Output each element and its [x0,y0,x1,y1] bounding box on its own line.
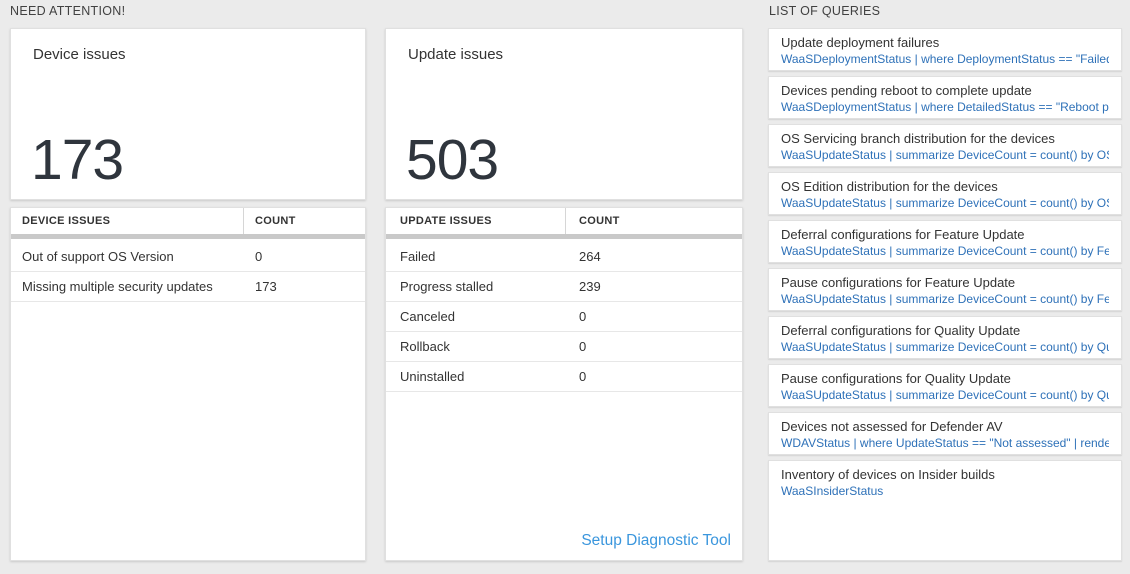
query-item[interactable]: Devices not assessed for Defender AV WDA… [768,412,1122,455]
query-item[interactable]: OS Edition distribution for the devices … [768,172,1122,215]
setup-diagnostic-tool-link[interactable]: Setup Diagnostic Tool [581,532,731,549]
query-text[interactable]: WaaSUpdateStatus | summarize DeviceCount… [781,148,1109,162]
table-row[interactable]: Rollback 0 [386,332,742,362]
row-count: 239 [579,279,601,294]
row-label: Progress stalled [400,279,494,294]
table-row[interactable]: Missing multiple security updates 173 [11,272,365,302]
update-issues-count-big: 503 [406,128,499,192]
query-title: OS Edition distribution for the devices [781,179,998,194]
query-item[interactable]: Deferral configurations for Feature Upda… [768,220,1122,263]
query-text[interactable]: WaaSDeploymentStatus | where DetailedSta… [781,100,1109,114]
table-row[interactable]: Failed 264 [386,242,742,272]
query-title: Inventory of devices on Insider builds [781,467,995,482]
device-count-col-header: COUNT [255,215,296,227]
device-issues-count-big: 173 [31,128,124,192]
query-text[interactable]: WaaSDeploymentStatus | where DeploymentS… [781,52,1109,66]
query-text[interactable]: WaaSUpdateStatus | summarize DeviceCount… [781,292,1109,306]
row-count: 0 [579,309,587,324]
header-divider-bar [11,234,365,239]
query-text[interactable]: WDAVStatus | where UpdateStatus == "Not … [781,436,1109,450]
query-list: Update deployment failures WaaSDeploymen… [768,28,1122,561]
query-item[interactable]: Inventory of devices on Insider builds W… [768,460,1122,561]
query-text[interactable]: WaaSUpdateStatus | summarize DeviceCount… [781,388,1109,402]
query-text[interactable]: WaaSUpdateStatus | summarize DeviceCount… [781,196,1109,210]
row-label: Failed [400,249,436,264]
query-title: Devices not assessed for Defender AV [781,419,1003,434]
row-label: Uninstalled [400,369,465,384]
query-item[interactable]: Pause configurations for Quality Update … [768,364,1122,407]
query-title: Update deployment failures [781,35,940,50]
update-issues-col-header: UPDATE ISSUES [386,208,566,234]
table-row[interactable]: Canceled 0 [386,302,742,332]
update-count-col-header: COUNT [579,215,620,227]
row-count: 264 [579,249,601,264]
row-count: 173 [255,279,277,294]
table-row[interactable]: Uninstalled 0 [386,362,742,392]
header-divider-bar [386,234,742,239]
table-row[interactable]: Out of support OS Version 0 [11,242,365,272]
table-row[interactable]: Progress stalled 239 [386,272,742,302]
query-text[interactable]: WaaSInsiderStatus [781,484,884,498]
list-of-queries-header: LIST OF QUERIES [769,4,881,18]
query-title: OS Servicing branch distribution for the… [781,131,1055,146]
query-item[interactable]: OS Servicing branch distribution for the… [768,124,1122,167]
row-label: Rollback [400,339,450,354]
query-item[interactable]: Update deployment failures WaaSDeploymen… [768,28,1122,71]
query-title: Pause configurations for Feature Update [781,275,1016,290]
query-item[interactable]: Pause configurations for Feature Update … [768,268,1122,311]
query-title: Deferral configurations for Quality Upda… [781,323,1021,338]
row-label: Missing multiple security updates [22,279,213,294]
row-count: 0 [255,249,263,264]
query-text[interactable]: WaaSUpdateStatus | summarize DeviceCount… [781,340,1109,354]
query-item[interactable]: Deferral configurations for Quality Upda… [768,316,1122,359]
device-issues-tile-title: Device issues [33,46,126,63]
row-count: 0 [579,339,587,354]
query-text[interactable]: WaaSUpdateStatus | summarize DeviceCount… [781,244,1109,258]
update-issues-tile[interactable]: Update issues 503 [385,28,743,200]
device-issues-col-header: DEVICE ISSUES [11,208,244,234]
update-issues-table-header: UPDATE ISSUES COUNT [386,208,742,234]
device-issues-table-panel: DEVICE ISSUES COUNT Out of support OS Ve… [10,207,366,561]
row-label: Out of support OS Version [22,249,174,264]
query-title: Deferral configurations for Feature Upda… [781,227,1025,242]
query-item[interactable]: Devices pending reboot to complete updat… [768,76,1122,119]
row-count: 0 [579,369,587,384]
need-attention-header: NEED ATTENTION! [10,4,126,18]
query-title: Pause configurations for Quality Update [781,371,1011,386]
device-issues-tile[interactable]: Device issues 173 [10,28,366,200]
update-issues-table-panel: UPDATE ISSUES COUNT Failed 264 Progress … [385,207,743,561]
device-issues-table-header: DEVICE ISSUES COUNT [11,208,365,234]
update-issues-tile-title: Update issues [408,46,504,63]
query-title: Devices pending reboot to complete updat… [781,83,1032,98]
row-label: Canceled [400,309,455,324]
